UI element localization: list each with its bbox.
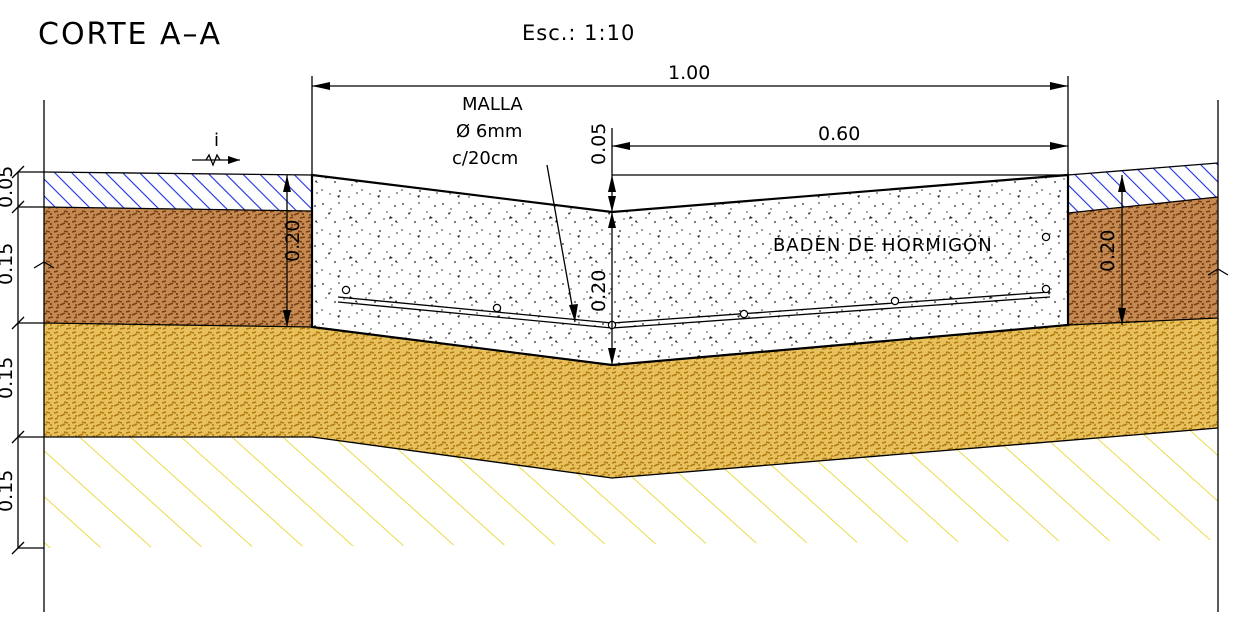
- mesh-note-line2: Ø 6mm: [456, 121, 522, 142]
- slope-arrow-icon: [192, 153, 240, 167]
- subgrade-layer: [44, 428, 1218, 548]
- dim-slab-left: 0.20: [282, 220, 304, 262]
- dim-layer-1: 0.15: [0, 243, 17, 285]
- brown-soil-left: [44, 207, 312, 327]
- dim-crown-drop: 0.05: [588, 123, 610, 165]
- dim-half-width: 0.60: [818, 123, 860, 145]
- slope-label: i: [214, 130, 219, 151]
- drawing-scale: Esc.: 1:10: [522, 21, 635, 45]
- dim-total-width: 1.00: [668, 62, 710, 84]
- dim-layer-2: 0.15: [0, 357, 17, 399]
- brown-soil-right: [1068, 197, 1218, 325]
- dim-slab-center: 0.20: [588, 270, 610, 312]
- dim-top-layer: 0.05: [0, 166, 17, 208]
- sand-base-layer: [44, 318, 1218, 478]
- dim-slab-right: 0.20: [1097, 230, 1119, 272]
- dim-layer-3: 0.15: [0, 470, 17, 512]
- concrete-label: BADEN DE HORMIGÓN: [773, 234, 993, 256]
- mesh-note-line1: MALLA: [462, 94, 523, 115]
- asphalt-layer-left: [44, 172, 312, 211]
- drawing-title: CORTE A–A: [38, 17, 222, 52]
- mesh-note-line3: c/20cm: [452, 148, 518, 169]
